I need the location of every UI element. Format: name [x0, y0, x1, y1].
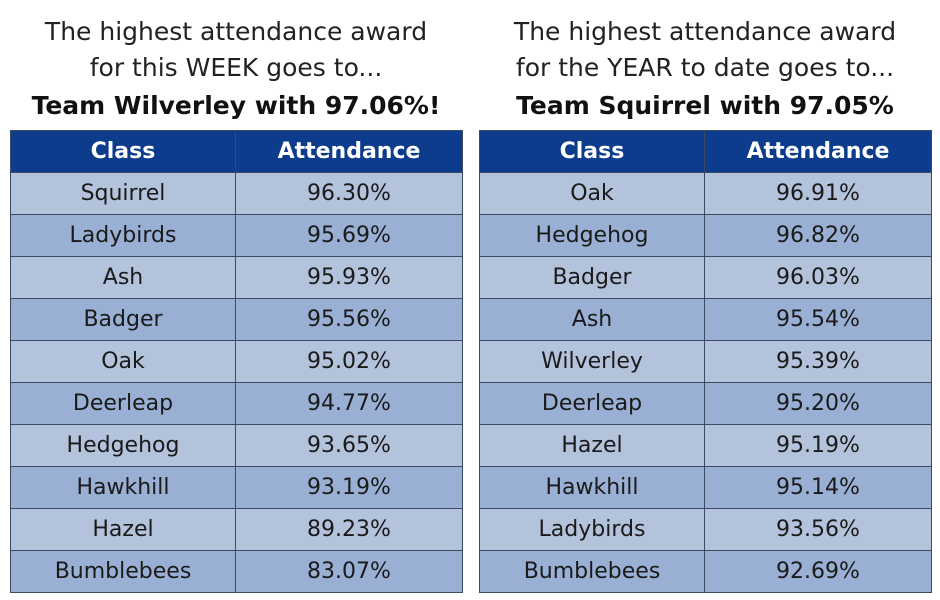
yearly-header-class: Class: [479, 130, 705, 173]
class-cell: Oak: [479, 172, 705, 215]
attendance-cell: 92.69%: [704, 550, 932, 593]
class-cell: Ladybirds: [10, 214, 236, 257]
class-cell: Badger: [10, 298, 236, 341]
class-cell: Ash: [479, 298, 705, 341]
table-row: Ladybirds 95.69%: [10, 214, 463, 257]
class-cell: Badger: [479, 256, 705, 299]
yearly-attendance-table: Class Attendance Oak 96.91% Hedgehog 96.…: [479, 130, 932, 593]
yearly-heading: The highest attendance award for the YEA…: [479, 0, 931, 130]
weekly-heading: The highest attendance award for this WE…: [10, 0, 462, 130]
table-row: Squirrel 96.30%: [10, 172, 463, 215]
attendance-cell: 95.14%: [704, 466, 932, 509]
attendance-cell: 93.56%: [704, 508, 932, 551]
attendance-cell: 96.03%: [704, 256, 932, 299]
attendance-cell: 95.39%: [704, 340, 932, 383]
table-row: Badger 95.56%: [10, 298, 463, 341]
table-row: Hazel 89.23%: [10, 508, 463, 551]
attendance-cell: 95.02%: [235, 340, 463, 383]
attendance-cell: 95.69%: [235, 214, 463, 257]
table-row: Ash 95.54%: [479, 298, 932, 341]
table-row: Ash 95.93%: [10, 256, 463, 299]
table-row: Hedgehog 96.82%: [479, 214, 932, 257]
attendance-cell: 93.19%: [235, 466, 463, 509]
table-row: Wilverley 95.39%: [479, 340, 932, 383]
weekly-heading-line-1: The highest attendance award: [44, 17, 428, 46]
class-cell: Squirrel: [10, 172, 236, 215]
attendance-cell: 96.91%: [704, 172, 932, 215]
weekly-attendance-table: Class Attendance Squirrel 96.30% Ladybir…: [10, 130, 463, 593]
class-cell: Bumblebees: [10, 550, 236, 593]
class-cell: Hazel: [10, 508, 236, 551]
yearly-header-row: Class Attendance: [479, 130, 932, 173]
yearly-panel: The highest attendance award for the YEA…: [479, 0, 932, 593]
class-cell: Deerleap: [10, 382, 236, 425]
weekly-header-attendance: Attendance: [235, 130, 463, 173]
table-row: Oak 95.02%: [10, 340, 463, 383]
class-cell: Deerleap: [479, 382, 705, 425]
table-row: Hedgehog 93.65%: [10, 424, 463, 467]
yearly-header-attendance: Attendance: [704, 130, 932, 173]
attendance-cell: 93.65%: [235, 424, 463, 467]
attendance-cell: 83.07%: [235, 550, 463, 593]
table-row: Bumblebees 92.69%: [479, 550, 932, 593]
yearly-heading-line-1: The highest attendance award: [513, 17, 897, 46]
table-row: Hazel 95.19%: [479, 424, 932, 467]
attendance-cell: 95.19%: [704, 424, 932, 467]
attendance-cell: 95.93%: [235, 256, 463, 299]
weekly-heading-line-2: for this WEEK goes to...: [89, 53, 383, 82]
class-cell: Bumblebees: [479, 550, 705, 593]
weekly-panel: The highest attendance award for this WE…: [10, 0, 463, 593]
class-cell: Hawkhill: [479, 466, 705, 509]
weekly-header-class: Class: [10, 130, 236, 173]
class-cell: Hedgehog: [10, 424, 236, 467]
class-cell: Oak: [10, 340, 236, 383]
table-row: Ladybirds 93.56%: [479, 508, 932, 551]
table-row: Hawkhill 95.14%: [479, 466, 932, 509]
attendance-cell: 95.20%: [704, 382, 932, 425]
table-row: Oak 96.91%: [479, 172, 932, 215]
weekly-header-row: Class Attendance: [10, 130, 463, 173]
table-row: Hawkhill 93.19%: [10, 466, 463, 509]
attendance-cell: 95.56%: [235, 298, 463, 341]
class-cell: Wilverley: [479, 340, 705, 383]
class-cell: Hedgehog: [479, 214, 705, 257]
class-cell: Hawkhill: [10, 466, 236, 509]
yearly-winner: Team Squirrel with 97.05%: [516, 91, 894, 120]
class-cell: Ash: [10, 256, 236, 299]
yearly-heading-line-2: for the YEAR to date goes to...: [515, 53, 895, 82]
attendance-cell: 96.82%: [704, 214, 932, 257]
table-row: Bumblebees 83.07%: [10, 550, 463, 593]
weekly-winner: Team Wilverley with 97.06%!: [31, 91, 441, 120]
attendance-cell: 94.77%: [235, 382, 463, 425]
attendance-cell: 96.30%: [235, 172, 463, 215]
table-row: Deerleap 95.20%: [479, 382, 932, 425]
table-row: Badger 96.03%: [479, 256, 932, 299]
table-row: Deerleap 94.77%: [10, 382, 463, 425]
class-cell: Ladybirds: [479, 508, 705, 551]
attendance-cell: 95.54%: [704, 298, 932, 341]
class-cell: Hazel: [479, 424, 705, 467]
attendance-cell: 89.23%: [235, 508, 463, 551]
